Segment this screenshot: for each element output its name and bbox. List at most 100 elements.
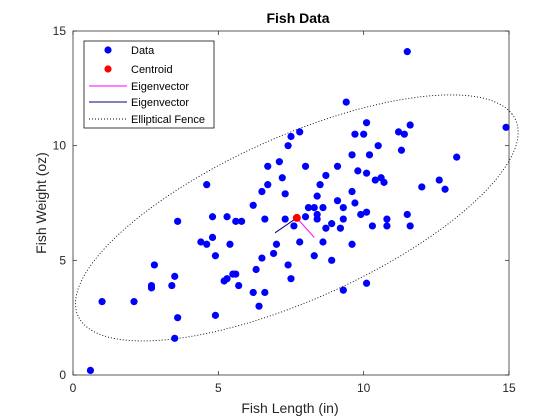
x-tick-label: 15 [502, 381, 516, 395]
data-point [348, 151, 356, 159]
data-point [287, 275, 295, 283]
data-point [365, 151, 374, 159]
data-point [322, 224, 330, 232]
data-point [296, 128, 304, 136]
legend-centroid-marker [104, 65, 112, 73]
data-point [223, 275, 231, 283]
eigenvector-layer [274, 213, 315, 238]
x-tick-label: 5 [215, 381, 222, 395]
y-tick-label: 5 [59, 253, 66, 267]
data-point [223, 213, 231, 221]
legend-box [83, 40, 215, 129]
data-point [406, 222, 414, 230]
data-point [339, 203, 347, 212]
data-point [281, 215, 289, 223]
legend-label-elliptical-fence: Elliptical Fence [131, 114, 205, 126]
data-point [322, 171, 330, 180]
data-point [269, 249, 278, 258]
data-point [232, 217, 240, 225]
data-point [333, 197, 342, 205]
data-point [258, 254, 266, 262]
data-point [197, 238, 205, 246]
y-axis-title: Fish Weight (oz) [33, 152, 49, 254]
data-point [208, 233, 217, 241]
data-point [360, 130, 368, 138]
data-point [441, 185, 449, 193]
data-point [502, 123, 510, 131]
data-point [362, 169, 371, 177]
data-point [237, 217, 246, 225]
data-point [203, 181, 211, 189]
data-point [86, 366, 95, 375]
data-point [290, 222, 298, 230]
axes-box [72, 30, 510, 376]
data-point [171, 334, 179, 342]
data-point [394, 128, 403, 136]
data-point [374, 142, 382, 150]
data-point [406, 121, 414, 129]
data-point [249, 201, 257, 209]
data-point [435, 176, 443, 184]
data-point [98, 298, 106, 306]
data-point [351, 130, 359, 138]
data-point [130, 298, 138, 306]
data-point [362, 208, 371, 216]
data-point [310, 252, 318, 260]
centroid-point [292, 213, 301, 222]
data-point [354, 167, 362, 175]
legend-label-data: Data [131, 45, 155, 57]
y-tick-label: 10 [53, 139, 67, 153]
data-point [226, 240, 234, 248]
data-point [261, 288, 269, 297]
data-point [453, 153, 461, 161]
data-point [397, 146, 406, 154]
data-point [301, 213, 310, 221]
data-point [232, 270, 240, 278]
data-point [368, 222, 376, 230]
legend: Data Centroid Eigenvector Eigenvector El… [83, 40, 215, 129]
data-point [357, 210, 365, 219]
data-point [211, 252, 220, 260]
data-point [403, 210, 411, 219]
chart-title: Fish Data [266, 10, 329, 26]
data-point [301, 162, 310, 170]
x-axis-title: Fish Length (in) [241, 400, 338, 416]
data-point [371, 176, 379, 184]
data-point [171, 272, 179, 280]
data-point [339, 286, 347, 294]
legend-data-marker [104, 46, 112, 54]
data-point [203, 240, 211, 248]
data-point [319, 238, 327, 246]
data-point [319, 203, 327, 212]
legend-label-centroid: Centroid [131, 64, 173, 76]
legend-label-eigenvector-1: Eigenvector [131, 81, 189, 93]
data-point [284, 261, 292, 269]
data-point [362, 279, 371, 287]
data-point [403, 48, 411, 56]
axes-layer: 0 5 10 15 0 5 10 15 [53, 24, 516, 395]
data-point [336, 224, 345, 232]
data-point [284, 142, 292, 150]
data-point [147, 281, 156, 290]
data-point [258, 187, 266, 196]
data-point [380, 178, 388, 186]
data-point [208, 213, 217, 221]
data-point [150, 261, 158, 269]
data-point [281, 190, 289, 198]
data-point [342, 98, 350, 106]
data-point [174, 314, 182, 322]
data-point [296, 238, 304, 246]
x-tick-label: 10 [357, 381, 371, 395]
data-point [211, 311, 220, 319]
eigenvector-1 [296, 217, 315, 238]
data-point [339, 215, 347, 223]
data-point [310, 203, 318, 212]
data-point [348, 240, 356, 248]
data-point [362, 119, 371, 127]
y-tick-label: 0 [59, 368, 66, 382]
data-point [168, 281, 176, 290]
data-point [313, 210, 321, 219]
data-point [316, 181, 324, 189]
data-point [304, 203, 313, 212]
